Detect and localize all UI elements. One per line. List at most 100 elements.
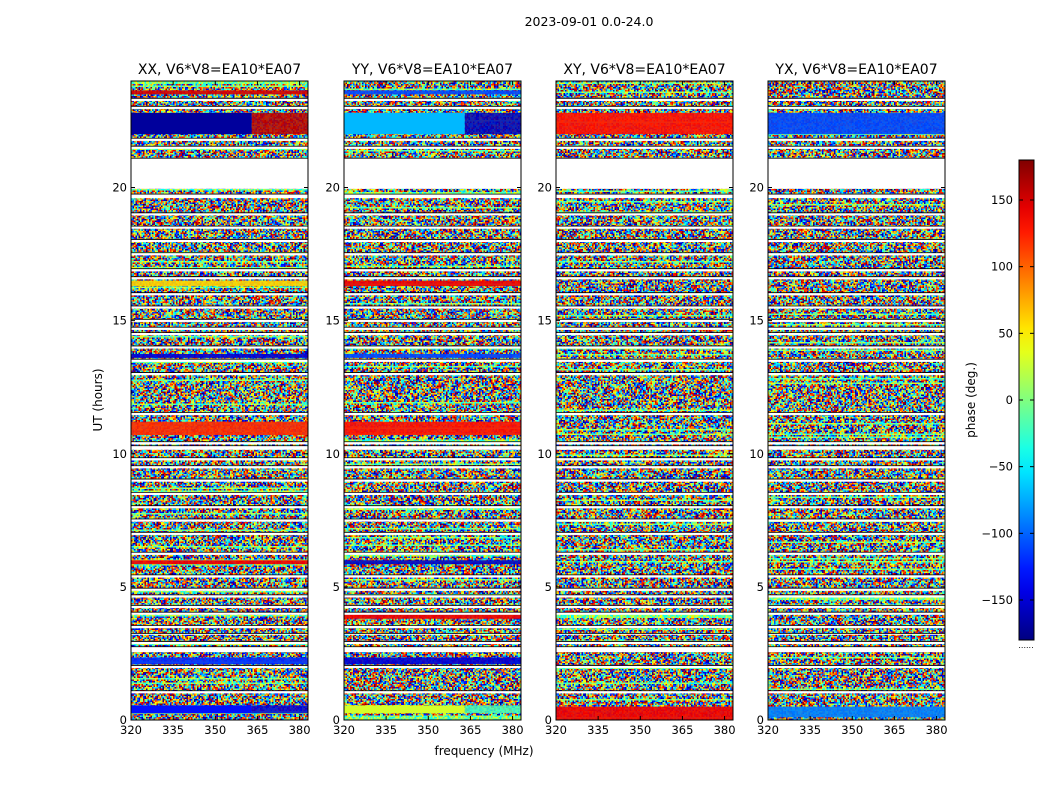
flagged-gap: [131, 479, 308, 482]
phase-band: [344, 657, 521, 665]
x-tick-label: 350: [204, 723, 226, 737]
flagged-gap: [768, 276, 945, 280]
flagged-gap: [131, 252, 308, 256]
flagged-gap: [344, 158, 521, 189]
phase-band: [131, 112, 252, 135]
flagged-gap: [768, 633, 945, 635]
flagged-gap: [556, 441, 733, 445]
x-tick-label: 380: [502, 723, 524, 737]
x-tick-label: 380: [289, 723, 311, 737]
x-tick-label: 380: [926, 723, 948, 737]
flagged-gap: [768, 465, 945, 469]
flagged-gap: [556, 594, 733, 598]
flagged-gap: [556, 226, 733, 229]
flagged-gap: [131, 612, 308, 615]
flagged-gap: [768, 327, 945, 330]
flagged-gap: [131, 665, 308, 669]
phase-band: [131, 280, 308, 287]
flagged-gap: [768, 359, 945, 362]
flagged-gap: [131, 158, 308, 189]
flagged-gap: [131, 457, 308, 461]
flagged-gap: [344, 345, 521, 349]
flagged-gap: [344, 552, 521, 555]
colorbar-tick-label: −50: [989, 460, 1013, 474]
flagged-gap: [344, 646, 521, 653]
flagged-gap: [131, 345, 308, 349]
y-tick-label: 15: [325, 314, 340, 328]
flagged-gap: [556, 641, 733, 645]
colorbar-label: phase (deg.): [964, 362, 978, 438]
flagged-gap: [768, 239, 945, 243]
y-axis-label: UT (hours): [91, 368, 105, 431]
flagged-gap: [131, 505, 308, 509]
flagged-gap: [556, 412, 733, 416]
flagged-gap: [768, 268, 945, 272]
flagged-gap: [768, 492, 945, 496]
phase-band: [131, 560, 308, 565]
flagged-gap: [131, 226, 308, 229]
flagged-gap: [768, 641, 945, 645]
flagged-gap: [556, 98, 733, 101]
x-tick-label: 350: [629, 723, 651, 737]
flagged-gap: [344, 332, 521, 336]
phase-band: [344, 560, 521, 565]
flagged-gap: [768, 665, 945, 669]
panel-frame: [130, 80, 309, 721]
colorbar-tick-label: 0: [1006, 393, 1013, 407]
flagged-gap: [556, 612, 733, 615]
flagged-gap: [556, 479, 733, 482]
flagged-gap: [556, 327, 733, 330]
flagged-gap: [344, 641, 521, 645]
flagged-gap: [768, 138, 945, 141]
flagged-gap: [131, 532, 308, 535]
flagged-gap: [556, 457, 733, 461]
flagged-gap: [768, 457, 945, 461]
flagged-gap: [556, 194, 733, 199]
x-tick-label: 335: [587, 723, 609, 737]
y-tick-label: 10: [112, 447, 127, 461]
phase-band: [131, 353, 308, 358]
x-tick-label: 380: [714, 723, 736, 737]
flagged-gap: [131, 138, 308, 141]
flagged-gap: [556, 532, 733, 535]
flagged-gap: [768, 532, 945, 535]
flagged-gap: [768, 252, 945, 256]
x-tick-label: 365: [246, 723, 268, 737]
y-tick-label: 15: [112, 314, 127, 328]
flagged-gap: [131, 359, 308, 362]
panel-frame: [343, 80, 522, 721]
flagged-gap: [131, 633, 308, 635]
flagged-gap: [768, 518, 945, 522]
phase-band: [344, 280, 521, 287]
flagged-gap: [556, 646, 733, 653]
colorbar: 150 100 50 0 −50 −100 −150: [981, 159, 1035, 641]
flagged-gap: [344, 457, 521, 461]
flagged-gap: [344, 574, 521, 578]
flagged-gap: [131, 412, 308, 416]
flagged-gap: [556, 633, 733, 635]
panel-title: XY, V6*V8=EA10*EA07: [563, 62, 725, 78]
colorbar-tick-label: 100: [991, 260, 1013, 274]
flagged-gap: [556, 665, 733, 669]
colorbar-tick-label: −100: [981, 526, 1013, 540]
flagged-gap: [344, 359, 521, 362]
flagged-gap: [556, 345, 733, 349]
flagged-gap: [344, 633, 521, 635]
flagged-gap: [344, 226, 521, 229]
panel-2: YY, V6*V8=EA10*EA07 320 335 350 365 380 0 5 10 15…: [325, 62, 523, 737]
flagged-gap: [768, 505, 945, 509]
phase-band: [464, 112, 521, 135]
flagged-gap: [768, 588, 945, 591]
flagged-gap: [556, 305, 733, 309]
y-tick-label: 10: [325, 447, 340, 461]
flagged-gap: [768, 646, 945, 653]
flagged-gap: [768, 146, 945, 149]
flagged-gap: [556, 690, 733, 694]
flagged-gap: [768, 292, 945, 296]
x-tick-label: 350: [841, 723, 863, 737]
panel-4: YX, V6*V8=EA10*EA07 320 335 350 365 380 0 5 10 15…: [749, 62, 947, 737]
x-tick-label: 320: [757, 723, 779, 737]
y-tick-label: 5: [333, 580, 340, 594]
y-tick-label: 20: [112, 181, 127, 195]
flagged-gap: [768, 605, 945, 609]
